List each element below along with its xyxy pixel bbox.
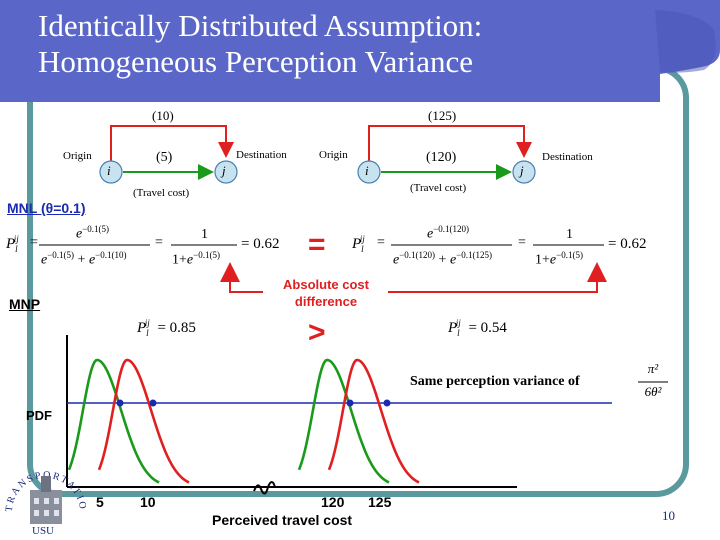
variance-marker-120 — [346, 399, 354, 407]
axis-break-symbol — [253, 481, 276, 495]
right-node-i-label: i — [365, 163, 369, 178]
x-tick-5: 5 — [96, 494, 104, 510]
left-cost-bottom: (5) — [156, 150, 173, 165]
x-tick-125: 125 — [368, 494, 392, 510]
mnl-heading: MNL (θ=0.1) — [7, 200, 86, 216]
left-cost-top: (10) — [152, 108, 174, 123]
right-node-j-label: j — [520, 163, 524, 178]
right-numerator: e−0.1(120) — [427, 224, 470, 242]
chart-ylabel: PDF — [26, 408, 52, 423]
right-den-exponent-1: −0.1(120) — [399, 250, 436, 260]
x-tick-120: 120 — [321, 494, 345, 510]
right-prob-symbol: Plij — [352, 234, 365, 254]
title-line-2: Homogeneous Perception Variance — [38, 44, 474, 79]
right-node-i — [357, 160, 381, 184]
abs-diff-arrow-right — [388, 262, 607, 293]
left-node-j — [214, 160, 238, 184]
x-tick-10: 10 — [140, 494, 156, 510]
pdf-curve-120 — [297, 358, 390, 484]
chart-xlabel: Perceived travel cost — [212, 512, 353, 528]
left-mnp-value: = 0.85 — [157, 320, 196, 336]
variance-annotation: Same perception variance of — [410, 374, 580, 389]
variance-marker-125 — [383, 399, 391, 407]
right-mnp-value: = 0.54 — [468, 320, 507, 336]
page-number: 10 — [662, 508, 675, 523]
left-origin-label: Origin — [63, 150, 92, 162]
variance-numerator: π² — [647, 361, 659, 376]
left-prob-symbol: Plij — [6, 234, 19, 254]
equals-symbol: = — [308, 228, 326, 261]
title-bar — [0, 0, 720, 102]
right-cost-top: (125) — [428, 108, 457, 123]
left-route-top — [110, 125, 234, 163]
right-eq-sign-1: = — [377, 235, 385, 250]
right-one: 1 — [566, 227, 573, 242]
logo-institution: USU — [32, 525, 55, 537]
right-travel-cost-label: (Travel cost) — [410, 182, 467, 194]
page-title: Identically Distributed Assumption: Homo… — [38, 8, 482, 80]
right-denominator: e−0.1(120) + e−0.1(125) — [393, 250, 492, 268]
left-one: 1 — [201, 227, 208, 242]
right-mnl-value: = 0.62 — [608, 236, 647, 252]
left-node-i — [99, 160, 123, 184]
right-eq-sign-2: = — [518, 235, 526, 250]
left-travel-cost-label: (Travel cost) — [133, 187, 190, 199]
right-origin-label: Origin — [319, 149, 348, 161]
mnp-heading: MNP — [9, 296, 41, 312]
right-simpl-exponent: −0.1(5) — [556, 250, 583, 260]
right-den-exponent-2: −0.1(125) — [456, 250, 492, 260]
variance-marker-5 — [116, 399, 124, 407]
left-mnl-value: = 0.62 — [241, 236, 280, 252]
left-numerator-exponent: −0.1(5) — [82, 224, 110, 234]
greater-symbol: > — [308, 316, 326, 349]
left-node-j-label: j — [222, 163, 226, 178]
absolute-cost-difference: Absolute cost difference — [266, 276, 386, 310]
left-mnp-prob: Plij = 0.85 — [137, 318, 196, 338]
right-node-j — [512, 160, 536, 184]
abs-cost-line-1: Absolute cost — [283, 277, 369, 292]
right-mnp-prob: Plij = 0.54 — [448, 318, 507, 338]
left-den-exponent-1: −0.1(5) — [47, 250, 75, 260]
left-node-i-label: i — [107, 163, 111, 178]
left-denominator: e−0.1(5) + e−0.1(10) — [41, 250, 127, 268]
logo-building — [30, 490, 62, 524]
right-destination-label: Destination — [542, 151, 593, 163]
abs-cost-line-2: difference — [294, 294, 358, 309]
pdf-curve-10 — [97, 358, 190, 484]
left-numerator: e−0.1(5) — [76, 224, 110, 242]
left-eq-sign-1: = — [30, 235, 38, 250]
variance-marker-10 — [149, 399, 157, 407]
left-simplified-denominator: 1+e−0.1(5) — [172, 250, 220, 268]
variance-denominator: 6θ² — [644, 384, 662, 399]
left-eq-sign-2: = — [155, 235, 163, 250]
pdf-curve-5 — [67, 358, 160, 484]
left-destination-label: Destination — [236, 149, 287, 161]
abs-diff-arrow-left — [220, 262, 263, 293]
right-cost-bottom: (120) — [426, 150, 457, 165]
pdf-curve-125 — [327, 358, 420, 484]
title-line-1: Identically Distributed Assumption: — [38, 8, 483, 43]
left-den-exponent-2: −0.1(10) — [95, 250, 127, 260]
transportation-logo: TRANSPORTATION — [0, 448, 86, 524]
right-simplified-denominator: 1+e−0.1(5) — [535, 250, 583, 268]
right-numerator-exponent: −0.1(120) — [433, 224, 470, 234]
right-route-top — [368, 125, 532, 163]
left-simpl-exponent: −0.1(5) — [193, 250, 220, 260]
